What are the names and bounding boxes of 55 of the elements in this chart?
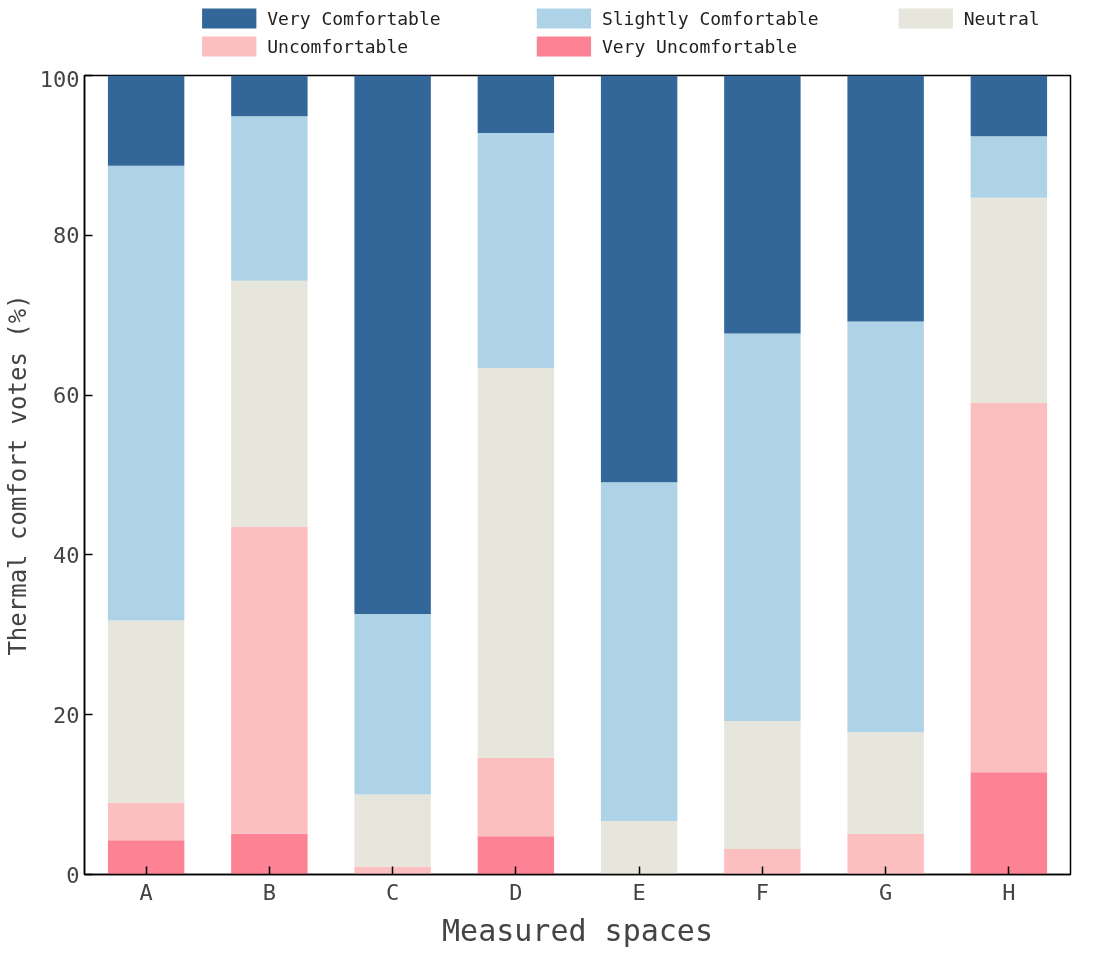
bar (847, 732, 924, 834)
bar (600, 75, 678, 483)
bar (107, 75, 185, 166)
bar (231, 280, 308, 527)
x-tick-label: D (509, 879, 523, 905)
bar (600, 482, 678, 821)
bar (231, 75, 308, 117)
bar (724, 333, 801, 722)
y-tick-label: 100 (39, 66, 80, 92)
x-axis-title: Measured spaces (442, 912, 713, 948)
bar (847, 75, 924, 322)
bar (970, 197, 1048, 404)
x-tick-label: B (262, 879, 276, 905)
bar (354, 75, 431, 615)
bar (600, 820, 678, 875)
y-tick-label: 80 (53, 223, 80, 249)
x-tick-label: G (879, 879, 893, 905)
bar (107, 165, 185, 621)
bar (724, 75, 801, 334)
bar (354, 794, 431, 867)
y-tick-label: 40 (53, 542, 80, 568)
bar (724, 721, 801, 849)
y-axis-title: Thermal comfort votes (%) (3, 294, 32, 656)
bar (847, 833, 924, 875)
bar (970, 75, 1048, 137)
bar (477, 836, 555, 875)
bar (354, 614, 431, 795)
x-tick-label: F (755, 879, 769, 905)
legend-label: Slightly Comfortable (601, 8, 819, 29)
legend-label: Very Comfortable (267, 8, 441, 29)
bar (477, 757, 555, 837)
bar (970, 403, 1048, 773)
bar (477, 367, 555, 758)
bar (477, 75, 555, 134)
y-tick-label: 20 (53, 702, 80, 728)
x-tick-label: A (139, 879, 153, 905)
y-tick-label: 0 (66, 862, 80, 888)
legend-label: Very Uncomfortable (601, 36, 797, 57)
legend-label: Uncomfortable (267, 36, 409, 57)
bar (970, 772, 1048, 875)
bar (231, 833, 308, 875)
bar (231, 116, 308, 281)
bar (477, 133, 555, 368)
bar (107, 620, 185, 803)
bar (724, 848, 801, 875)
bar (231, 526, 308, 834)
legend-label: Neutral (963, 8, 1040, 29)
x-tick-label: E (632, 879, 646, 905)
y-tick-label: 60 (53, 383, 80, 409)
bar (970, 136, 1048, 198)
bar (847, 321, 924, 733)
x-tick-label: C (386, 879, 400, 905)
x-tick-label: H (1002, 879, 1016, 905)
bar (107, 802, 185, 841)
bar (107, 840, 185, 875)
